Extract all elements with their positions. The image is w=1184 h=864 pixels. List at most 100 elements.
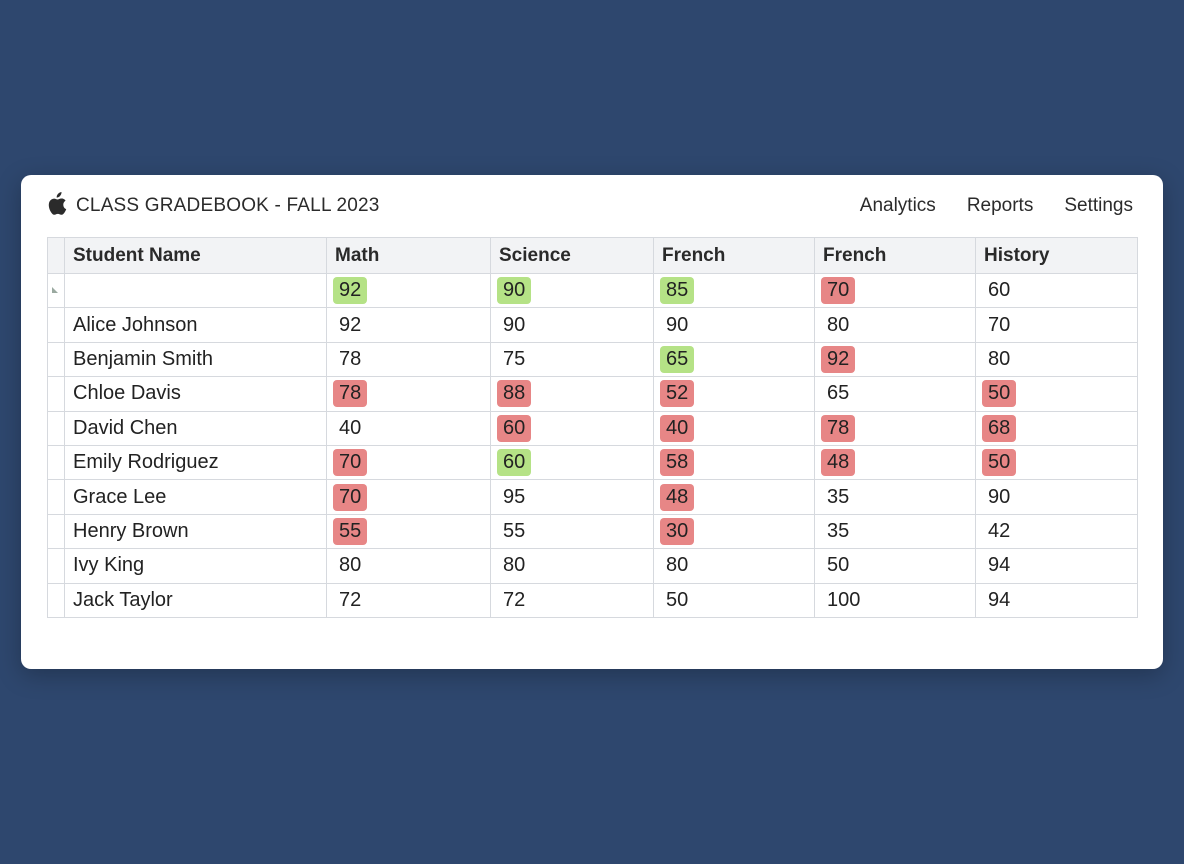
row-gutter[interactable] [47,444,65,481]
nav-reports[interactable]: Reports [966,195,1034,216]
grade-cell-history[interactable]: 68 [975,410,1138,446]
grade-cell-french-2[interactable]: 65 [814,376,976,412]
column-header-french[interactable]: French [653,237,815,274]
table-row[interactable]: David Chen 40 60 40 78 68 [47,410,1138,446]
grade-value: 50 [827,554,850,577]
table-row[interactable]: Henry Brown 55 55 30 35 42 [47,513,1138,550]
grade-cell-math[interactable]: 70 [326,444,491,481]
table-row[interactable]: Grace Lee 70 95 48 35 90 [47,479,1138,515]
grade-value: 94 [988,554,1011,577]
grade-cell-french[interactable]: 50 [653,582,815,618]
table-row[interactable]: Ivy King 80 80 80 50 94 [47,548,1138,584]
student-name-cell[interactable] [64,272,327,309]
row-gutter[interactable] [47,376,65,412]
grade-cell-math[interactable]: 78 [326,341,491,378]
grade-cell-math[interactable]: 72 [326,582,491,618]
column-header-math[interactable]: Math [326,237,491,274]
grade-cell-science[interactable]: 95 [490,479,654,515]
grade-cell-french[interactable]: 30 [653,513,815,550]
row-gutter[interactable] [47,548,65,584]
grade-cell-history[interactable]: 70 [975,307,1138,343]
grade-cell-french[interactable]: 58 [653,444,815,481]
grade-cell-history[interactable]: 94 [975,582,1138,618]
grade-cell-science[interactable]: 60 [490,410,654,446]
grade-cell-history[interactable]: 50 [975,376,1138,412]
grade-value: 75 [503,347,526,370]
student-name-cell[interactable]: Emily Rodriguez [64,444,327,481]
grade-cell-french-2[interactable]: 35 [814,513,976,550]
grade-cell-history[interactable]: 80 [975,341,1138,378]
grade-cell-science[interactable]: 75 [490,341,654,378]
grade-cell-french[interactable]: 65 [653,341,815,378]
grade-cell-science[interactable]: 55 [490,513,654,550]
student-name-cell[interactable]: Grace Lee [64,479,327,515]
grade-cell-math[interactable]: 70 [326,479,491,515]
student-name-cell[interactable]: Benjamin Smith [64,341,327,378]
grade-cell-science[interactable]: 80 [490,548,654,584]
row-gutter[interactable] [47,410,65,446]
grade-cell-history[interactable]: 90 [975,479,1138,515]
student-name-cell[interactable]: David Chen [64,410,327,446]
grade-cell-history[interactable]: 50 [975,444,1138,481]
student-name-cell[interactable]: Henry Brown [64,513,327,550]
grade-cell-science[interactable]: 88 [490,376,654,412]
table-row[interactable]: Benjamin Smith 78 75 65 92 80 [47,341,1138,378]
grade-cell-french[interactable]: 52 [653,376,815,412]
table-row[interactable]: Emily Rodriguez 70 60 58 48 50 [47,444,1138,481]
grade-cell-math[interactable]: 92 [326,272,491,309]
column-header-history[interactable]: History [975,237,1138,274]
student-name: Jack Taylor [73,588,173,611]
grade-value: 80 [988,347,1011,370]
grade-cell-math[interactable]: 92 [326,307,491,343]
grade-cell-french-2[interactable]: 48 [814,444,976,481]
student-name-cell[interactable]: Jack Taylor [64,582,327,618]
table-row[interactable]: Jack Taylor 72 72 50 100 94 [47,582,1138,618]
grade-cell-french[interactable]: 80 [653,548,815,584]
row-gutter[interactable] [47,513,65,550]
table-row[interactable]: Chloe Davis 78 88 52 65 50 [47,376,1138,412]
column-header-french-2[interactable]: French [814,237,976,274]
grade-cell-french-2[interactable]: 100 [814,582,976,618]
grade-value: 50 [982,449,1017,477]
grade-cell-math[interactable]: 55 [326,513,491,550]
grade-cell-history[interactable]: 60 [975,272,1138,309]
row-gutter[interactable] [47,479,65,515]
grade-cell-french[interactable]: 40 [653,410,815,446]
grade-cell-math[interactable]: 78 [326,376,491,412]
grade-value: 48 [660,483,695,511]
column-header-student-name[interactable]: Student Name [64,237,327,274]
student-name-cell[interactable]: Ivy King [64,548,327,584]
grade-cell-french-2[interactable]: 92 [814,341,976,378]
student-name: David Chen [73,416,178,439]
grade-cell-science[interactable]: 90 [490,307,654,343]
column-header-science[interactable]: Science [490,237,654,274]
grade-cell-french-2[interactable]: 35 [814,479,976,515]
grade-cell-math[interactable]: 80 [326,548,491,584]
row-gutter[interactable] [47,582,65,618]
grade-cell-science[interactable]: 72 [490,582,654,618]
grade-cell-french-2[interactable]: 70 [814,272,976,309]
student-name-cell[interactable]: Alice Johnson [64,307,327,343]
grade-cell-french-2[interactable]: 80 [814,307,976,343]
row-gutter[interactable] [47,341,65,378]
nav-settings[interactable]: Settings [1064,195,1133,216]
row-gutter[interactable] [47,307,65,343]
grade-cell-history[interactable]: 42 [975,513,1138,550]
student-name-cell[interactable]: Chloe Davis [64,376,327,412]
grade-value: 80 [827,313,850,336]
grade-cell-history[interactable]: 94 [975,548,1138,584]
grade-cell-french[interactable]: 48 [653,479,815,515]
grade-cell-french[interactable]: 85 [653,272,815,309]
nav-analytics[interactable]: Analytics [859,195,936,216]
grade-value: 55 [333,517,368,545]
grade-cell-science[interactable]: 90 [490,272,654,309]
grade-cell-math[interactable]: 40 [326,410,491,446]
row-gutter[interactable] [47,272,65,309]
grade-cell-french-2[interactable]: 50 [814,548,976,584]
grade-cell-french[interactable]: 90 [653,307,815,343]
table-row[interactable]: 92 90 85 70 60 [47,272,1138,309]
grade-cell-french-2[interactable]: 78 [814,410,976,446]
grade-cell-science[interactable]: 60 [490,444,654,481]
grade-value: 72 [503,588,526,611]
table-row[interactable]: Alice Johnson 92 90 90 80 70 [47,307,1138,343]
